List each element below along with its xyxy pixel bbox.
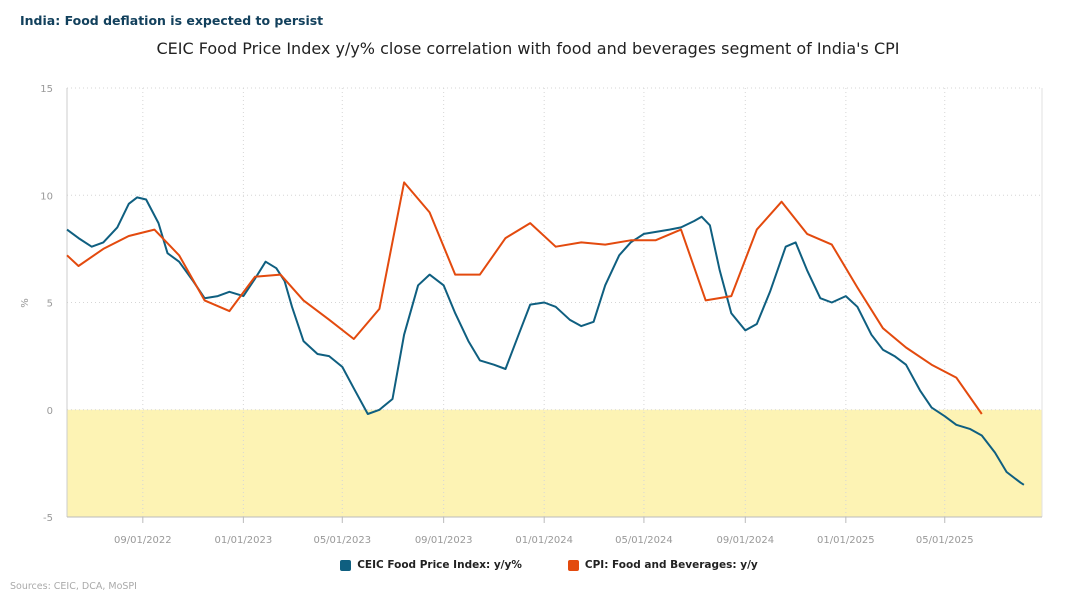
x-tick-label: 05/01/2025: [916, 535, 974, 546]
header-title: India: Food deflation is expected to per…: [20, 13, 324, 28]
legend-item-cpi[interactable]: CPI: Food and Beverages: y/y: [567, 559, 758, 571]
legend-swatch-ceic: [340, 559, 352, 571]
y-tick-label: 15: [40, 84, 53, 95]
x-tick-label: 09/01/2023: [415, 535, 473, 546]
legend-label-cpi: CPI: Food and Beverages: y/y: [584, 559, 758, 571]
x-tick-label: 01/01/2023: [215, 535, 273, 546]
y-axis-label: %: [20, 298, 31, 308]
y-tick-label: 5: [47, 299, 53, 310]
chart-title: CEIC Food Price Index y/y% close correla…: [156, 39, 900, 58]
x-tick-label: 09/01/2024: [716, 535, 774, 546]
x-tick-label: 05/01/2023: [313, 535, 371, 546]
ceic-food-price-index-line: [66, 196, 1025, 486]
legend: CEIC Food Price Index: y/y% CPI: Food an…: [0, 559, 1072, 571]
x-tick-label: 01/01/2025: [817, 535, 875, 546]
deflation-shaded-region: [67, 409, 1042, 517]
x-tick-label: 05/01/2024: [615, 535, 673, 546]
y-tick-label: 0: [47, 406, 53, 417]
x-tick-label: 01/01/2024: [515, 535, 573, 546]
legend-item-ceic[interactable]: CEIC Food Price Index: y/y%: [340, 559, 522, 571]
y-tick-label: 10: [40, 191, 53, 202]
y-tick-label: -5: [43, 513, 53, 524]
x-tick-label: 09/01/2022: [114, 535, 172, 546]
source-note: Sources: CEIC, DCA, MoSPI: [10, 581, 137, 592]
legend-swatch-cpi: [567, 559, 579, 571]
legend-label-ceic: CEIC Food Price Index: y/y%: [357, 559, 522, 571]
cpi-food-beverages-line: [66, 181, 983, 415]
